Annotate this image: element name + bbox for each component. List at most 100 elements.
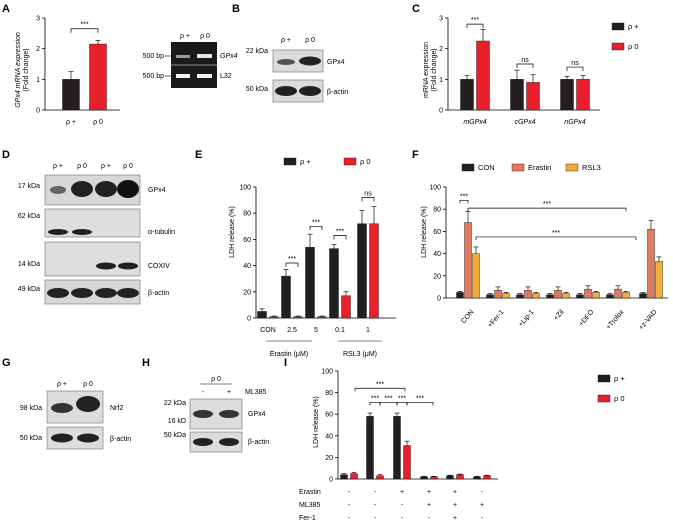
bar (456, 292, 464, 299)
y-tick-label: 80 (243, 211, 251, 218)
bar (472, 253, 480, 299)
blot-band-label: β-actin (148, 290, 169, 297)
blot-lane-label: ρ + (101, 163, 111, 170)
bar (464, 222, 472, 299)
legend-label-swatch (611, 42, 625, 51)
bar (460, 79, 474, 111)
y-tick-label: 80 (433, 207, 441, 214)
significance-label: ns (364, 190, 372, 197)
y-tick-label: 100 (239, 185, 251, 192)
bar (317, 316, 327, 319)
x-tick-label: 0.1 (335, 327, 345, 334)
significance-bracket (467, 207, 627, 212)
blot-band (299, 86, 321, 96)
bar (281, 275, 291, 319)
significance-bracket (459, 199, 469, 204)
gel-band-label: L32 (220, 73, 232, 80)
bar (473, 476, 481, 480)
blot-band (275, 86, 297, 96)
blot-band-label: GPx4 (327, 59, 345, 66)
legend-label: RSL3 (582, 163, 601, 172)
bar (257, 311, 267, 319)
bar (502, 293, 510, 299)
treatment-row-label: Erastin (299, 489, 321, 496)
y-tick-label: 60 (243, 237, 251, 244)
panel-letter-i: I (284, 357, 287, 369)
y-tick-label: 0 (247, 316, 251, 323)
blot-marker-label: 50 kDa (20, 435, 42, 442)
significance-label: ns (571, 60, 579, 67)
panel-letter-g: G (2, 357, 11, 369)
blot-marker-label: 14 kDa (18, 261, 40, 268)
bar (476, 40, 490, 111)
significance-label: *** (371, 395, 379, 402)
y-tick-label: 40 (433, 251, 441, 258)
blot-band-label: GPx4 (148, 187, 166, 194)
blot-lane-label: ρ + (57, 381, 67, 388)
y-tick-label: 20 (243, 289, 251, 296)
blot-band (299, 56, 321, 66)
y-tick-label: 0 (36, 108, 40, 115)
y-tick-label: 60 (433, 229, 441, 236)
legend-label: ρ 0 (360, 157, 371, 166)
bar (420, 476, 428, 480)
bar (560, 79, 574, 111)
bar (340, 474, 348, 480)
blot-band-label: COXIV (148, 263, 170, 270)
chart-i-ylabel: LDH release (%) (313, 396, 320, 448)
significance-label: *** (288, 256, 296, 263)
treatment-sign: + (427, 489, 431, 496)
significance-bracket (379, 401, 398, 406)
x-tick-label: CON (460, 309, 475, 325)
treatment-sign: - (348, 502, 351, 509)
blot-marker-label: 50 kDa (246, 86, 268, 93)
blot-band-label: GPx4 (248, 411, 266, 418)
bar (486, 294, 494, 299)
bar (622, 292, 630, 299)
significance-label: *** (416, 395, 424, 402)
chart-a-ylabel-2: (Fold change) (23, 48, 30, 91)
y-tick-label: 1 (439, 77, 443, 84)
treatment-sign: - (374, 515, 377, 522)
legend-label: ρ + (614, 374, 625, 383)
x-tick-label: +DFO (578, 308, 596, 327)
legend-label: ρ + (300, 157, 311, 166)
y-tick-label: 2 (36, 46, 40, 53)
treatment-sign: + (400, 489, 404, 496)
x-tick-label: nGPx4 (564, 119, 586, 126)
bar (350, 473, 358, 480)
chart-f-ylabel: LDH release (%) (421, 206, 428, 258)
legend-label: Erastin (528, 163, 551, 172)
legend-label: CON (478, 163, 495, 172)
y-tick-label: 20 (433, 273, 441, 280)
blot-marker-label: 22 kDa (246, 48, 268, 55)
significance-bracket (333, 235, 347, 240)
legend-label-swatch (511, 163, 525, 172)
bar (526, 82, 540, 111)
treatment-sign: - (428, 515, 431, 522)
blot-strip (272, 79, 324, 103)
panel-a-gel: ρ + ρ 0 500 bp 500 bp GPx4 L32 (143, 33, 238, 88)
blot-lane-label: ρ 0 (305, 37, 315, 44)
bar (516, 294, 524, 299)
legend-label: ρ 0 (614, 394, 625, 403)
blot-marker-label: 50 kDa (164, 432, 186, 439)
x-tick-label: CON (260, 327, 276, 334)
bar (576, 79, 590, 111)
y-tick-label: 0 (329, 477, 333, 484)
y-tick-label: 40 (243, 263, 251, 270)
treatment-sign: - (401, 502, 404, 509)
gel-band (197, 74, 212, 78)
bar (554, 290, 562, 299)
blot-strip (272, 49, 324, 73)
x-tick-label: mGPx4 (463, 119, 486, 126)
bar (614, 288, 622, 299)
blot-band-label: Nrf2 (110, 405, 123, 412)
legend-label-swatch (343, 157, 357, 166)
legend-label: ρ 0 (628, 42, 639, 51)
panel-letter-e: E (195, 149, 202, 161)
significance-bracket (516, 63, 534, 68)
bar (510, 79, 524, 111)
treatment-sign: + (427, 502, 431, 509)
significance-label: *** (312, 219, 320, 226)
